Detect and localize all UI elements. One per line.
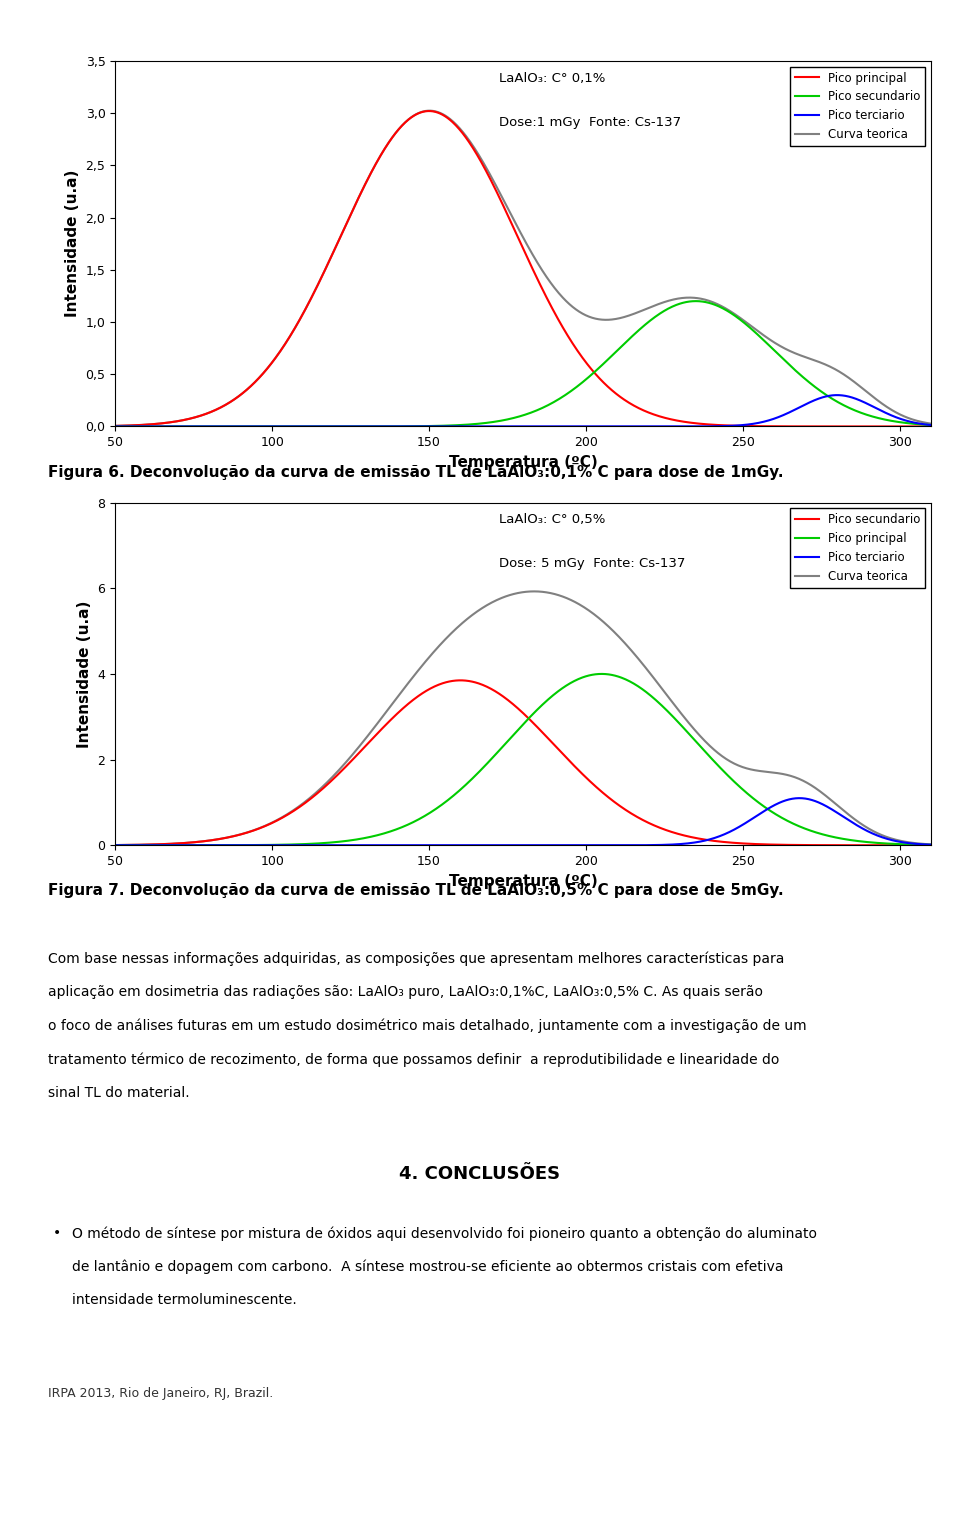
Y-axis label: Intensidade (u.a): Intensidade (u.a): [77, 600, 92, 748]
X-axis label: Temperatura (ºC): Temperatura (ºC): [449, 874, 597, 888]
Text: Figura 6. Deconvolução da curva de emissão TL de LaAlO₃:0,1% C para dose de 1mGy: Figura 6. Deconvolução da curva de emiss…: [48, 465, 783, 480]
Text: IRPA 2013, Rio de Janeiro, RJ, Brazil.: IRPA 2013, Rio de Janeiro, RJ, Brazil.: [48, 1387, 274, 1401]
Text: Com base nessas informações adquiridas, as composições que apresentam melhores c: Com base nessas informações adquiridas, …: [48, 952, 784, 967]
Text: Figura 7. Deconvolução da curva de emissão TL de LaAlO₃:0,5% C para dose de 5mGy: Figura 7. Deconvolução da curva de emiss…: [48, 883, 783, 899]
Text: LaAlO₃: C° 0,1%: LaAlO₃: C° 0,1%: [499, 72, 605, 85]
Text: •: •: [53, 1226, 61, 1240]
Text: tratamento térmico de recozimento, de forma que possamos definir  a reprodutibil: tratamento térmico de recozimento, de fo…: [48, 1052, 780, 1068]
Text: aplicação em dosimetria das radiações são: LaAlO₃ puro, LaAlO₃:0,1%C, LaAlO₃:0,5: aplicação em dosimetria das radiações sã…: [48, 985, 763, 999]
Text: intensidade termoluminescente.: intensidade termoluminescente.: [72, 1293, 297, 1307]
Text: de lantânio e dopagem com carbono.  A síntese mostrou-se eficiente ao obtermos c: de lantânio e dopagem com carbono. A sín…: [72, 1260, 783, 1275]
Text: o foco de análises futuras em um estudo dosimétrico mais detalhado, juntamente c: o foco de análises futuras em um estudo …: [48, 1019, 806, 1034]
Text: Dose:1 mGy  Fonte: Cs-137: Dose:1 mGy Fonte: Cs-137: [499, 116, 681, 129]
Text: O método de síntese por mistura de óxidos aqui desenvolvido foi pioneiro quanto : O método de síntese por mistura de óxido…: [72, 1226, 817, 1241]
Legend: Pico secundario, Pico principal, Pico terciario, Curva teorica: Pico secundario, Pico principal, Pico te…: [790, 509, 925, 588]
Text: 4. CONCLUSÕES: 4. CONCLUSÕES: [399, 1165, 561, 1183]
Text: sinal TL do material.: sinal TL do material.: [48, 1086, 190, 1100]
Y-axis label: Intensidade (u.a): Intensidade (u.a): [65, 171, 80, 317]
Text: LaAlO₃: C° 0,5%: LaAlO₃: C° 0,5%: [499, 513, 605, 525]
Text: Dose: 5 mGy  Fonte: Cs-137: Dose: 5 mGy Fonte: Cs-137: [499, 557, 685, 571]
Legend: Pico principal, Pico secundario, Pico terciario, Curva teorica: Pico principal, Pico secundario, Pico te…: [790, 67, 925, 146]
X-axis label: Temperatura (ºC): Temperatura (ºC): [449, 455, 597, 469]
